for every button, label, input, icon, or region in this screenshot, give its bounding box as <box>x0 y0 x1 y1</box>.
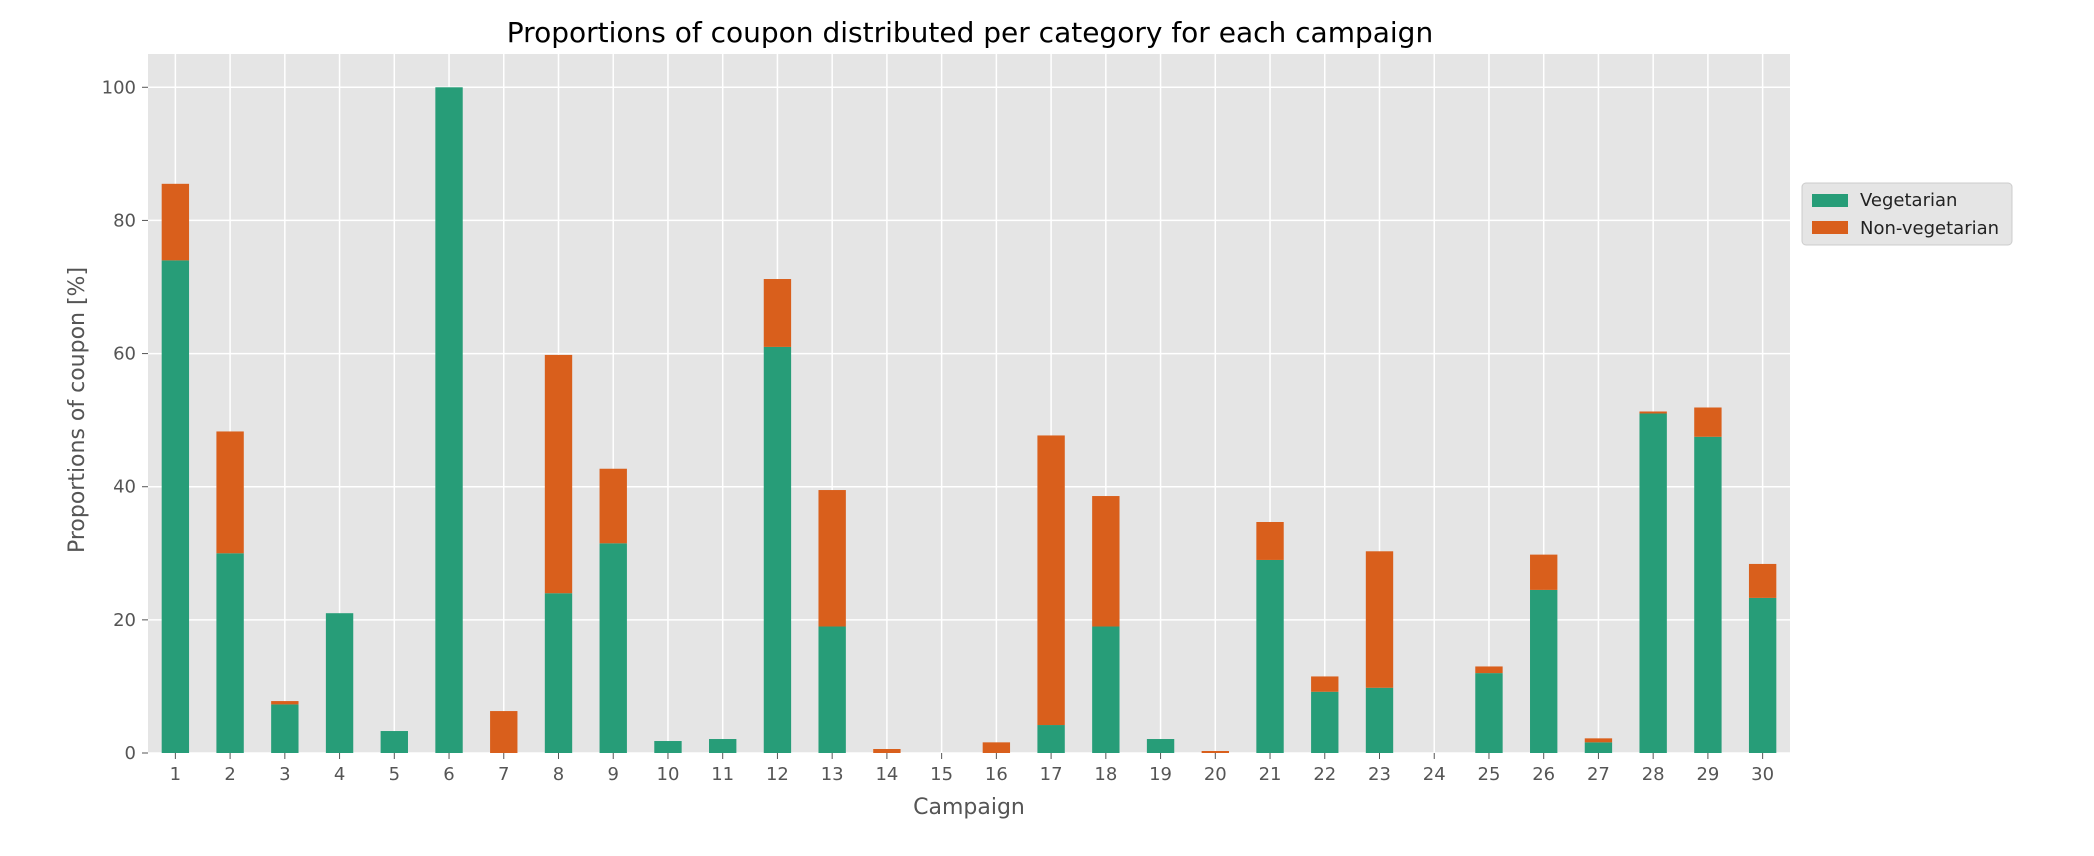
bar-vegetarian-campaign-3 <box>271 704 299 753</box>
bar-vegetarian-campaign-27 <box>1584 742 1613 753</box>
bars <box>161 87 1777 754</box>
bar-non-vegetarian-campaign-9 <box>599 468 627 544</box>
legend-label-non-vegetarian: Non-vegetarian <box>1860 218 1999 239</box>
bar-vegetarian-campaign-22 <box>1311 691 1339 753</box>
x-tick-label: 17 <box>1040 764 1063 785</box>
x-tick-label: 11 <box>711 764 734 785</box>
bar-non-vegetarian-campaign-13 <box>818 490 846 627</box>
x-tick-label: 22 <box>1313 764 1336 785</box>
x-tick-label: 12 <box>766 764 789 785</box>
x-tick-label: 7 <box>498 764 509 785</box>
legend-swatch-non-vegetarian <box>1812 221 1848 234</box>
bar-non-vegetarian-campaign-26 <box>1530 554 1558 590</box>
x-tick-label: 5 <box>389 764 400 785</box>
x-tick-label: 29 <box>1696 764 1719 785</box>
bar-vegetarian-campaign-12 <box>763 346 792 753</box>
x-tick-label: 2 <box>224 764 235 785</box>
bar-vegetarian-campaign-10 <box>654 741 682 753</box>
legend: Vegetarian Non-vegetarian <box>1801 182 2013 246</box>
bar-vegetarian-campaign-4 <box>325 613 354 753</box>
bar-vegetarian-campaign-11 <box>709 739 737 753</box>
bar-non-vegetarian-campaign-12 <box>763 279 792 347</box>
bar-non-vegetarian-campaign-1 <box>161 183 190 261</box>
bar-non-vegetarian-campaign-3 <box>271 701 299 705</box>
x-tick-label: 27 <box>1587 764 1610 785</box>
bar-vegetarian-campaign-6 <box>435 87 463 754</box>
bar-non-vegetarian-campaign-20 <box>1201 751 1229 753</box>
legend-swatch-vegetarian <box>1812 194 1848 207</box>
x-tick-label: 1 <box>170 764 181 785</box>
x-axis-ticks: 1 2 3 4 5 6 7 8 9 10 11 12 13 14 15 16 17 18 19 20 21 22 23 24 2… <box>170 753 1774 785</box>
bar-non-vegetarian-campaign-25 <box>1475 666 1503 674</box>
bar-vegetarian-campaign-8 <box>544 593 573 753</box>
bar-non-vegetarian-campaign-16 <box>982 742 1011 753</box>
chart-title: Proportions of coupon distributed per ca… <box>507 16 1433 49</box>
bar-non-vegetarian-campaign-17 <box>1037 435 1065 726</box>
plot-area <box>148 54 1790 753</box>
x-axis-label: Campaign <box>913 795 1025 820</box>
x-tick-label: 21 <box>1259 764 1282 785</box>
bar-vegetarian-campaign-17 <box>1037 725 1065 753</box>
bar-vegetarian-campaign-25 <box>1475 673 1503 753</box>
bar-non-vegetarian-campaign-29 <box>1694 407 1722 437</box>
bar-vegetarian-campaign-21 <box>1256 559 1284 753</box>
bar-non-vegetarian-campaign-28 <box>1639 411 1667 414</box>
y-tick-label: 80 <box>113 210 136 231</box>
bar-vegetarian-campaign-13 <box>818 626 846 753</box>
x-tick-label: 26 <box>1532 764 1555 785</box>
bar-non-vegetarian-campaign-7 <box>490 711 518 753</box>
bar-vegetarian-campaign-26 <box>1530 589 1558 753</box>
x-tick-label: 25 <box>1478 764 1501 785</box>
bar-vegetarian-campaign-23 <box>1365 687 1394 753</box>
bar-non-vegetarian-campaign-2 <box>216 431 244 554</box>
x-tick-label: 28 <box>1642 764 1665 785</box>
x-tick-label: 13 <box>821 764 844 785</box>
bar-vegetarian-campaign-19 <box>1146 739 1175 753</box>
y-tick-label: 0 <box>125 743 136 764</box>
x-tick-label: 23 <box>1368 764 1391 785</box>
x-tick-label: 10 <box>657 764 680 785</box>
bar-vegetarian-campaign-18 <box>1092 626 1120 753</box>
y-tick-label: 20 <box>113 610 136 631</box>
y-axis-ticks: 0 20 40 60 80 100 <box>102 77 148 764</box>
bar-vegetarian-campaign-5 <box>380 731 408 753</box>
y-tick-label: 40 <box>113 477 136 498</box>
x-tick-label: 20 <box>1204 764 1227 785</box>
bar-non-vegetarian-campaign-18 <box>1092 496 1120 627</box>
bar-vegetarian-campaign-29 <box>1694 436 1722 753</box>
bar-vegetarian-campaign-9 <box>599 543 627 753</box>
bar-vegetarian-campaign-1 <box>161 260 190 753</box>
bar-vegetarian-campaign-28 <box>1639 413 1667 753</box>
y-tick-label: 60 <box>113 344 136 365</box>
x-tick-label: 18 <box>1094 764 1117 785</box>
x-tick-label: 15 <box>930 764 953 785</box>
x-tick-label: 3 <box>279 764 290 785</box>
y-axis-label: Proportions of coupon [%] <box>65 267 90 553</box>
bar-vegetarian-campaign-2 <box>216 553 244 753</box>
bar-non-vegetarian-campaign-8 <box>544 354 573 594</box>
legend-label-vegetarian: Vegetarian <box>1860 190 1957 211</box>
x-tick-label: 14 <box>875 764 898 785</box>
bar-non-vegetarian-campaign-23 <box>1365 551 1394 688</box>
bar-non-vegetarian-campaign-27 <box>1584 738 1613 743</box>
x-tick-label: 8 <box>553 764 564 785</box>
x-tick-label: 16 <box>985 764 1008 785</box>
legend-box <box>1801 182 2013 246</box>
bar-non-vegetarian-campaign-30 <box>1748 563 1777 598</box>
x-tick-label: 30 <box>1751 764 1774 785</box>
x-tick-label: 4 <box>334 764 345 785</box>
bar-vegetarian-campaign-30 <box>1748 597 1777 753</box>
x-tick-label: 24 <box>1423 764 1446 785</box>
x-tick-label: 9 <box>608 764 619 785</box>
bar-non-vegetarian-campaign-22 <box>1311 676 1339 692</box>
bar-non-vegetarian-campaign-21 <box>1256 521 1284 560</box>
y-tick-label: 100 <box>102 77 136 98</box>
x-tick-label: 19 <box>1149 764 1172 785</box>
bar-non-vegetarian-campaign-14 <box>873 749 901 753</box>
x-tick-label: 6 <box>443 764 454 785</box>
